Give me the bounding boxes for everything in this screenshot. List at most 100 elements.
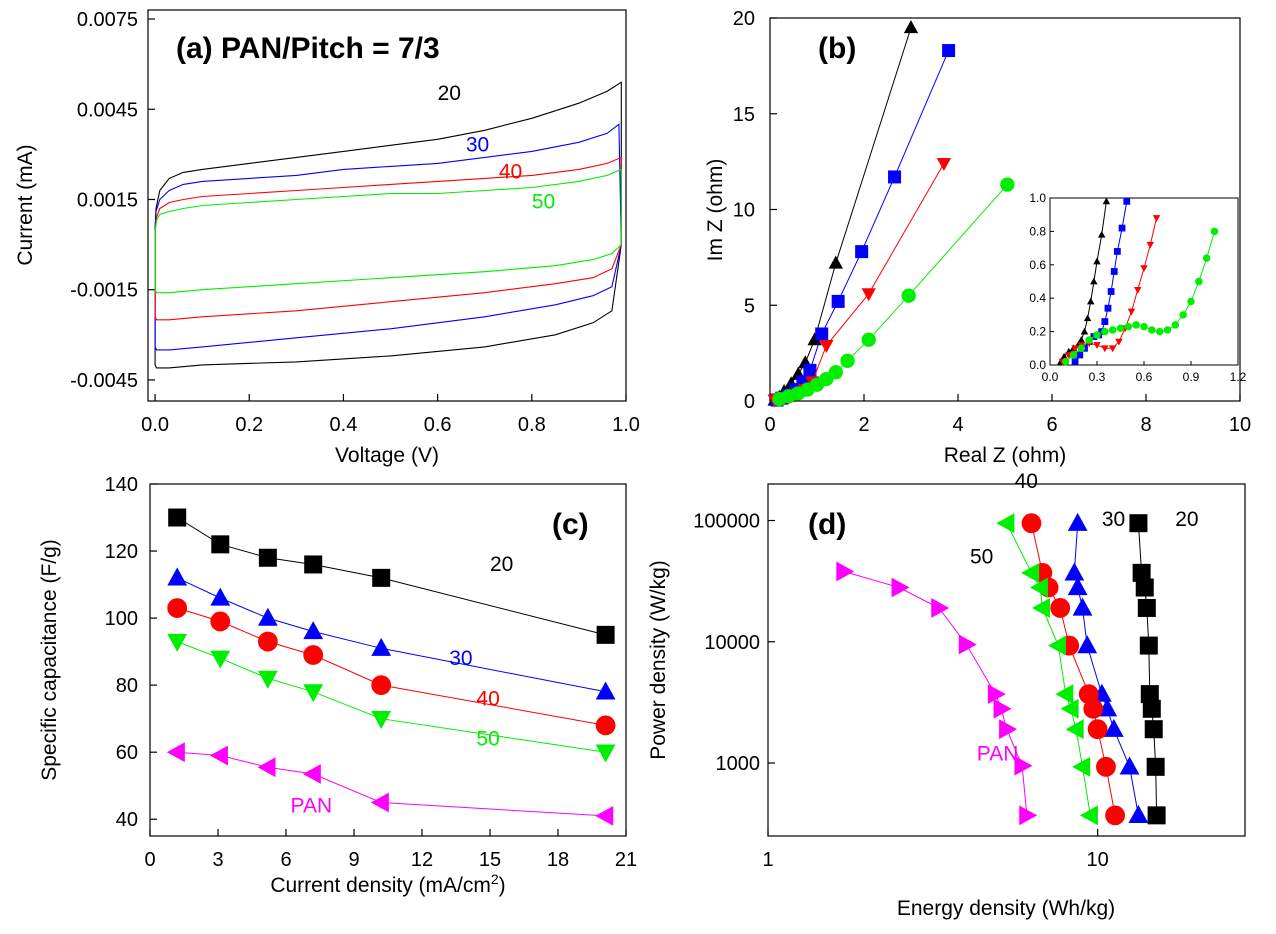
data-point bbox=[1077, 635, 1098, 654]
inset-y-tick-label: 0.4 bbox=[1029, 291, 1046, 305]
series-50 bbox=[772, 177, 1015, 407]
data-point bbox=[303, 684, 324, 703]
data-point bbox=[999, 719, 1018, 740]
y-tick-label: 0.0075 bbox=[77, 9, 138, 31]
series-line bbox=[154, 156, 622, 321]
series-30 bbox=[770, 44, 956, 407]
data-point bbox=[595, 744, 616, 763]
y-tick-label: 100000 bbox=[693, 510, 760, 532]
data-point bbox=[996, 513, 1015, 534]
data-point bbox=[257, 757, 276, 778]
x-tick-label: 0.4 bbox=[330, 414, 358, 436]
data-point bbox=[828, 365, 843, 380]
data-point bbox=[958, 634, 977, 655]
data-point bbox=[370, 792, 389, 813]
series-annotation: PAN bbox=[977, 742, 1019, 765]
inset-data-point bbox=[1202, 254, 1211, 262]
data-point bbox=[257, 607, 278, 626]
inset-data-point bbox=[1124, 322, 1133, 331]
series-line bbox=[176, 577, 606, 693]
x-tick-label: 2 bbox=[858, 414, 869, 436]
ticks-d: 1 10 1000 10000 100000 bbox=[693, 510, 1108, 871]
data-point bbox=[371, 675, 392, 696]
inset-data-point bbox=[1097, 230, 1106, 238]
y-tick-label: 0.0045 bbox=[77, 99, 138, 121]
data-point bbox=[1083, 698, 1104, 719]
series-annotation: 50 bbox=[532, 191, 555, 214]
x-tick-label: 0 bbox=[144, 849, 155, 871]
inset-x-tick-label: 0.6 bbox=[1136, 370, 1153, 384]
x-axis-label: Current density (mA/cm2) bbox=[270, 871, 505, 897]
inset-x-tick-label: 0.9 bbox=[1183, 370, 1200, 384]
panel-a: 0.0 0.2 0.4 0.6 0.8 1.0 0.0075 0.0045 0.0015 -0.0… bbox=[14, 9, 640, 467]
data-point bbox=[1021, 562, 1040, 583]
inset-data-point bbox=[1108, 345, 1117, 353]
inset-data-point bbox=[1155, 327, 1164, 336]
inset-data-point bbox=[1086, 297, 1095, 305]
data-point bbox=[371, 637, 392, 656]
x-tick-label: 1 bbox=[762, 849, 773, 871]
data-point bbox=[209, 745, 228, 766]
data-point bbox=[595, 681, 616, 700]
data-point bbox=[257, 631, 278, 652]
data-point bbox=[836, 561, 855, 582]
data-point bbox=[1072, 597, 1093, 616]
x-axis-label-main: Current density (mA/cm bbox=[270, 874, 491, 897]
data-point bbox=[303, 645, 324, 665]
data-point bbox=[888, 170, 902, 184]
inset-y-tick-label: 0.6 bbox=[1029, 258, 1046, 272]
series-line bbox=[177, 641, 606, 753]
series-line bbox=[154, 123, 622, 351]
inset-data-point bbox=[1171, 321, 1180, 329]
y-tick-label: -0.0045 bbox=[70, 370, 138, 392]
x-tick-label: 21 bbox=[615, 849, 637, 871]
series-line bbox=[774, 163, 945, 401]
y-axis-label: Current (mA) bbox=[14, 144, 37, 265]
x-tick-label: 10 bbox=[1229, 414, 1251, 436]
data-point bbox=[167, 567, 188, 586]
data-point bbox=[936, 158, 952, 172]
inset-y-tick-label: 0.2 bbox=[1029, 325, 1046, 339]
data-point bbox=[595, 805, 614, 826]
inset-series-50 bbox=[1061, 227, 1219, 366]
series-annotation: 50 bbox=[476, 727, 499, 750]
data-point bbox=[372, 568, 391, 587]
series-30 bbox=[154, 123, 622, 351]
series-annotation: 20 bbox=[438, 82, 461, 105]
inset-data-point bbox=[1101, 318, 1109, 325]
data-point bbox=[803, 363, 817, 377]
series-20 bbox=[168, 508, 615, 644]
panel-label-d: (d) bbox=[808, 508, 846, 541]
x-tick-label: 0 bbox=[764, 414, 775, 436]
inset-data-point bbox=[1110, 268, 1118, 275]
inset-data-point bbox=[1071, 345, 1079, 353]
y-tick-label: -0.0015 bbox=[70, 280, 138, 302]
data-point bbox=[1119, 756, 1140, 775]
data-point bbox=[861, 332, 876, 347]
x-tick-label: 4 bbox=[952, 414, 963, 436]
x-tick-label: 6 bbox=[280, 849, 291, 871]
x-tick-label: 3 bbox=[212, 849, 223, 871]
inset-x-tick-label: 1.2 bbox=[1230, 370, 1247, 384]
y-tick-label: 15 bbox=[733, 104, 755, 126]
inset-data-point bbox=[1179, 311, 1187, 319]
x-tick-label: 6 bbox=[1046, 414, 1057, 436]
series-40 bbox=[1021, 513, 1126, 826]
y-tick-label: 0.0015 bbox=[77, 189, 138, 211]
data-point bbox=[302, 764, 321, 784]
data-point bbox=[1132, 563, 1151, 582]
data-point bbox=[596, 625, 615, 644]
data-point bbox=[210, 587, 231, 606]
x-axis-label: Voltage (V) bbox=[335, 444, 439, 467]
inset-data-point bbox=[1118, 224, 1126, 232]
data-point bbox=[1087, 719, 1108, 740]
data-point bbox=[1129, 514, 1148, 533]
series-annotation: 40 bbox=[1015, 470, 1038, 493]
data-point bbox=[595, 715, 616, 736]
inset-data-point bbox=[1093, 257, 1101, 265]
inset-data-point bbox=[1093, 331, 1101, 339]
series-line bbox=[177, 751, 606, 817]
inset-data-point bbox=[1148, 326, 1156, 334]
data-point bbox=[861, 288, 876, 302]
